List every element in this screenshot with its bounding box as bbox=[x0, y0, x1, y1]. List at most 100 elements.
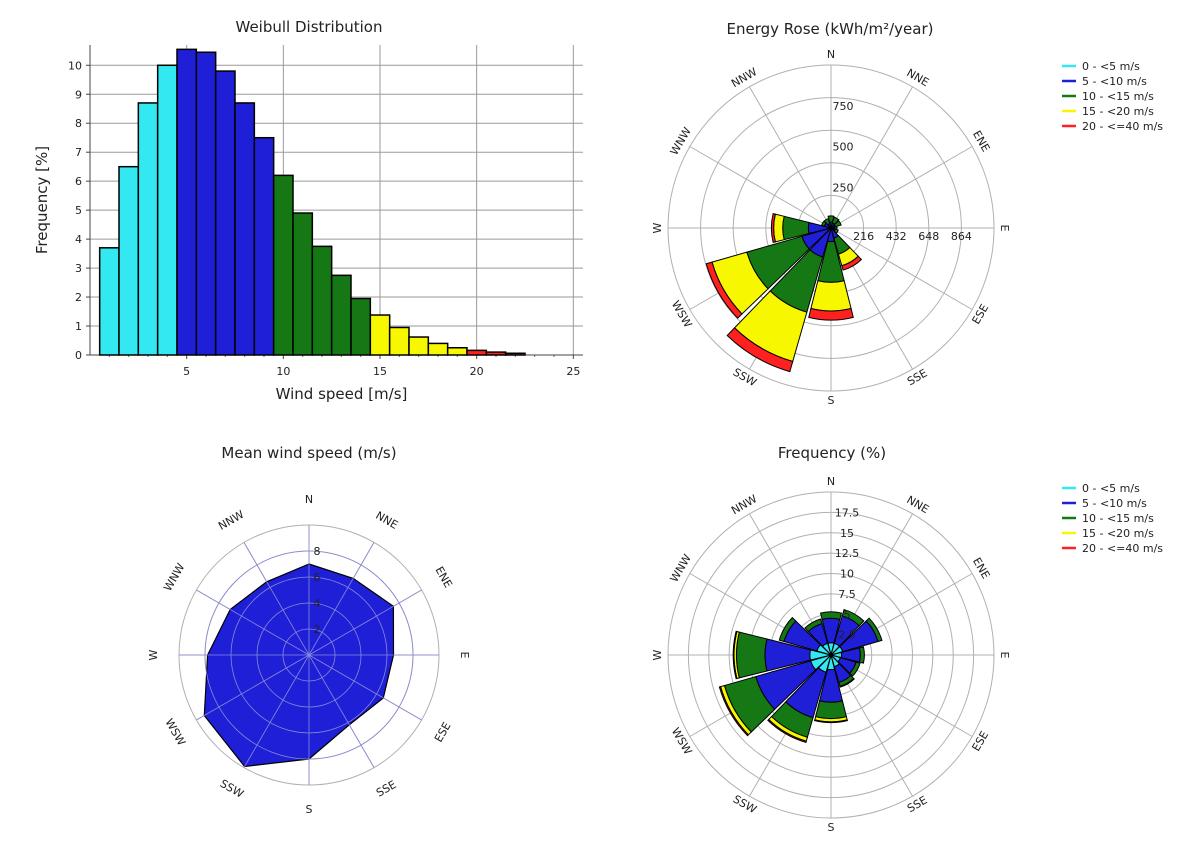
y-tick-label: 8 bbox=[75, 117, 82, 130]
energy-rose-legend: 0 - <5 m/s 5 - <10 m/s 10 - <15 m/s 15 - <2… bbox=[1062, 60, 1163, 133]
x-tick-label: 15 bbox=[373, 365, 387, 378]
rose-segment bbox=[735, 631, 768, 679]
direction-label-s: S bbox=[306, 803, 313, 816]
direction-label-nne: NNE bbox=[904, 493, 931, 516]
histogram-bar bbox=[195, 51, 217, 356]
x-tick-label: 20 bbox=[470, 365, 484, 378]
y-tick-label: 1 bbox=[75, 320, 82, 333]
legend-label: 5 - <10 m/s bbox=[1082, 497, 1147, 510]
frequency-rose-legend: 0 - <5 m/s 5 - <10 m/s 10 - <15 m/s 15 - <2… bbox=[1062, 482, 1163, 555]
direction-label-n: N bbox=[305, 493, 313, 506]
vertical-tick-label: 500 bbox=[833, 141, 854, 154]
direction-label-ese: ESE bbox=[970, 729, 992, 754]
x-tick-label: 5 bbox=[183, 365, 190, 378]
histogram-bar bbox=[156, 64, 178, 356]
direction-spoke bbox=[749, 86, 832, 229]
x-axis-label: Wind speed [m/s] bbox=[276, 385, 408, 403]
rose-segment bbox=[815, 700, 847, 719]
ring-label: 6 bbox=[314, 571, 321, 584]
ring-label: 12.5 bbox=[835, 547, 860, 560]
radial-tick-label: 864 bbox=[951, 230, 972, 243]
direction-label-wnw: WNW bbox=[161, 561, 187, 594]
ring-label: 4 bbox=[314, 597, 321, 610]
y-tick-label: 4 bbox=[75, 233, 82, 246]
rose-segment bbox=[705, 261, 743, 319]
histogram-bar bbox=[330, 274, 352, 356]
rose-segment bbox=[841, 608, 865, 627]
histogram-bar bbox=[408, 336, 430, 356]
radial-tick-label: 216 bbox=[853, 230, 874, 243]
direction-label-nnw: NNW bbox=[729, 65, 759, 90]
weibull-chart-title: Weibull Distribution bbox=[236, 18, 383, 36]
rose-segment bbox=[833, 219, 842, 228]
legend-label: 5 - <10 m/s bbox=[1082, 75, 1147, 88]
spoke-overlay bbox=[196, 589, 310, 656]
histogram-bar bbox=[234, 102, 256, 356]
y-tick-label: 9 bbox=[75, 88, 82, 101]
histogram-bar bbox=[272, 174, 294, 356]
frequency-rose-title: Frequency (%) bbox=[778, 444, 886, 462]
direction-spoke bbox=[830, 146, 973, 229]
direction-label-nnw: NNW bbox=[216, 508, 246, 533]
legend-label: 20 - <=40 m/s bbox=[1082, 542, 1163, 555]
histogram-bar bbox=[118, 165, 140, 356]
rose-segment bbox=[814, 719, 848, 724]
y-tick-label: 5 bbox=[75, 204, 82, 217]
direction-spoke bbox=[830, 227, 973, 310]
rose-segment bbox=[808, 307, 854, 321]
y-axis-label: Frequency [%] bbox=[33, 146, 51, 254]
histogram-bar bbox=[388, 326, 410, 356]
direction-label-sse: SSE bbox=[905, 794, 930, 816]
y-tick-label: 6 bbox=[75, 175, 82, 188]
direction-label-nnw: NNW bbox=[729, 492, 759, 517]
histogram-bar bbox=[446, 347, 468, 356]
rose-segment bbox=[726, 327, 794, 373]
weibull-chart: 0 1 2 3 4 5 6 7 8 9 10 5 10 15 20 25 Wind speed [m/s] Fre… bbox=[33, 45, 583, 403]
rose-segment bbox=[827, 215, 835, 223]
vertical-tick-label: 750 bbox=[833, 100, 854, 113]
histogram-bar bbox=[253, 136, 275, 356]
direction-label-ssw: SSW bbox=[218, 777, 246, 801]
direction-label-wsw: WSW bbox=[669, 299, 695, 330]
rose-segment bbox=[819, 611, 843, 621]
rose-segment bbox=[849, 661, 861, 677]
frequency-rose-chart: 2.5 5 7.5 10 12.5 15 17.5 N NNE ENE E ESE SSE S SSW WSW… bbox=[651, 475, 1011, 834]
ring-label: 2.5 bbox=[838, 629, 856, 642]
mean-wind-speed-title: Mean wind speed (m/s) bbox=[221, 444, 396, 462]
direction-label-ene: ENE bbox=[970, 555, 992, 581]
y-tick-label: 3 bbox=[75, 262, 82, 275]
y-tick-label: 10 bbox=[68, 59, 82, 72]
spoke-overlay bbox=[243, 654, 310, 768]
energy-rose-title: Energy Rose (kWh/m²/year) bbox=[727, 20, 934, 38]
radial-tick-label: 648 bbox=[918, 230, 939, 243]
ring-label: 2 bbox=[314, 623, 321, 636]
legend-label: 20 - <=40 m/s bbox=[1082, 120, 1163, 133]
rose-segment bbox=[804, 618, 823, 633]
rose-segment bbox=[767, 718, 807, 743]
direction-label-n: N bbox=[827, 475, 835, 488]
rose-segment bbox=[839, 677, 855, 688]
histogram-bar bbox=[98, 247, 120, 356]
direction-label-s: S bbox=[828, 821, 835, 834]
direction-label-sse: SSE bbox=[905, 367, 930, 389]
rose-segment bbox=[778, 616, 797, 643]
ring-label: 5 bbox=[844, 608, 851, 621]
ring-label: 10 bbox=[840, 568, 854, 581]
direction-label-ese: ESE bbox=[970, 302, 992, 327]
x-tick-label: 25 bbox=[566, 365, 580, 378]
histogram-bar bbox=[504, 352, 526, 356]
direction-label-wsw: WSW bbox=[162, 717, 188, 748]
spoke-overlay bbox=[196, 654, 310, 721]
vertical-tick-label: 250 bbox=[833, 181, 854, 194]
rose-segment bbox=[831, 216, 840, 225]
histogram-bar bbox=[466, 349, 488, 356]
rose-segment bbox=[732, 630, 738, 680]
radial-tick-label: 432 bbox=[886, 230, 907, 243]
histogram-bar bbox=[369, 314, 391, 356]
rose-segment bbox=[810, 280, 852, 312]
ring-label: 17.5 bbox=[835, 506, 860, 519]
direction-label-w: W bbox=[147, 649, 160, 660]
spoke-overlay bbox=[308, 654, 375, 768]
direction-spoke bbox=[830, 86, 913, 229]
